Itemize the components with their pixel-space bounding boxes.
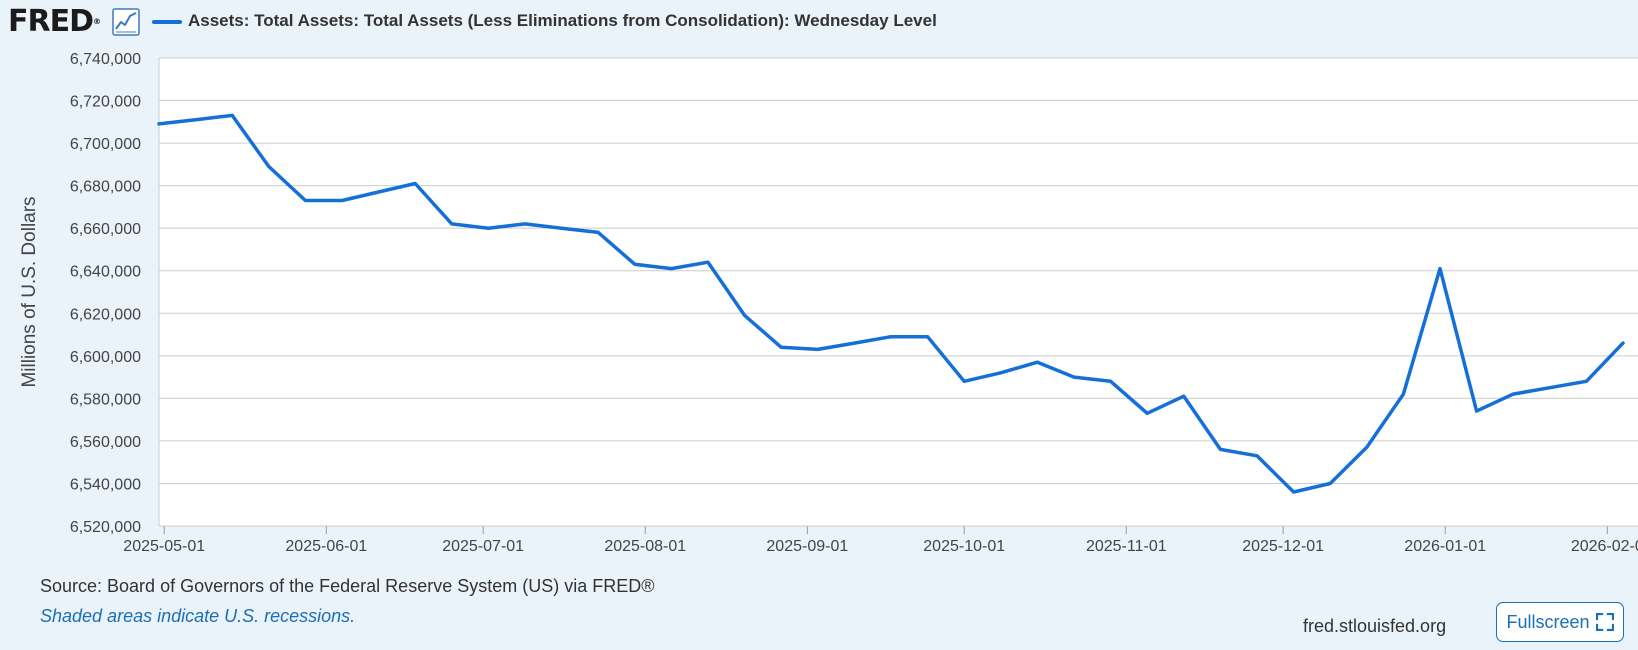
x-tick-label: 2025-09-01	[766, 538, 848, 555]
x-tick-label: 2025-05-01	[123, 538, 205, 555]
data-point: 2025-08-20: 6619000	[743, 313, 747, 317]
series-line[interactable]	[157, 113, 1625, 494]
data-point: 2025-07-23: 6658000	[596, 230, 600, 234]
x-tick-label: 2025-10-01	[923, 538, 1005, 555]
data-point: 2025-10-08: 6592000	[999, 371, 1003, 375]
data-point: 2026-01-14: 6582000	[1511, 392, 1515, 396]
data-point: 2025-12-17: 6557000	[1365, 445, 1369, 449]
data-point: 2025-04-30: 6709000	[157, 122, 161, 126]
data-point: 2026-01-07: 6574000	[1475, 409, 1479, 413]
y-tick-label: 6,600,000	[70, 349, 141, 366]
source-line: Source: Board of Governors of the Federa…	[40, 576, 655, 596]
data-point: 2026-02-04: 6606000	[1621, 341, 1625, 345]
fred-logo[interactable]: FRED®	[8, 4, 101, 40]
x-tick-label: 2025-07-01	[442, 538, 524, 555]
data-point: 2025-06-04: 6673000	[340, 199, 344, 203]
data-point: 2025-08-13: 6644000	[706, 260, 710, 264]
data-point: 2025-06-18: 6681000	[413, 182, 417, 186]
y-axis-title: Millions of U.S. Dollars	[19, 196, 40, 387]
data-point: 2025-05-28: 6673000	[303, 199, 307, 203]
x-axis: 2025-05-01 2025-06-01 2025-07-01 2025-08-01…	[123, 526, 1638, 555]
fullscreen-button[interactable]: Fullscreen	[1496, 602, 1624, 642]
line-graph-icon[interactable]	[112, 8, 140, 36]
y-tick-label: 6,560,000	[70, 434, 141, 451]
data-point: 2025-11-12: 6581000	[1182, 394, 1186, 398]
data-point: 2025-08-27: 6604000	[779, 345, 783, 349]
y-axis: 6,520,000 6,540,000 6,560,000 6,580,000 6,60…	[70, 51, 141, 536]
y-tick-label: 6,620,000	[70, 306, 141, 323]
data-point: 2025-07-02: 6660000	[486, 226, 490, 230]
series-title: Assets: Total Assets: Total Assets (Less…	[188, 11, 937, 30]
plot-area	[159, 58, 1638, 526]
data-point: 2025-08-06: 6641000	[669, 267, 673, 271]
data-point: 2025-06-25: 6662000	[450, 222, 454, 226]
x-tick-label: 2025-11-01	[1086, 538, 1167, 555]
data-point: 2025-05-14: 6713000	[230, 113, 234, 117]
recession-note: Shaded areas indicate U.S. recessions.	[40, 606, 356, 626]
expand-icon	[1595, 613, 1614, 631]
data-point: 2025-07-30: 6643000	[633, 262, 637, 266]
data-point: 2025-12-31: 6641000	[1438, 267, 1442, 271]
y-tick-label: 6,640,000	[70, 264, 141, 281]
y-tick-label: 6,660,000	[70, 221, 141, 238]
y-tick-label: 6,720,000	[70, 94, 141, 111]
data-point: 2025-10-22: 6590000	[1072, 375, 1076, 379]
data-point: 2025-11-26: 6553000	[1255, 454, 1259, 458]
x-tick-label: 2026-01-01	[1404, 538, 1486, 555]
x-tick-label: 2025-12-01	[1242, 538, 1324, 555]
data-point: 2025-11-19: 6556000	[1218, 447, 1222, 451]
data-point: 2025-12-03: 6536000	[1292, 490, 1296, 494]
data-point: 2025-05-21: 6689000	[267, 164, 271, 168]
legend-swatch	[152, 20, 182, 24]
y-tick-label: 6,740,000	[70, 51, 141, 68]
data-point: 2025-10-15: 6597000	[1035, 360, 1039, 364]
y-tick-label: 6,580,000	[70, 391, 141, 408]
data-point: 2026-01-21: 6585000	[1548, 386, 1552, 390]
data-point: 2025-10-29: 6588000	[1109, 379, 1113, 383]
data-point: 2025-05-07: 6711000	[194, 118, 198, 122]
y-tick-label: 6,540,000	[70, 476, 141, 493]
data-point: 2026-01-28: 6588000	[1584, 379, 1588, 383]
y-tick-label: 6,680,000	[70, 179, 141, 196]
fred-logo-text: FRED	[8, 4, 94, 39]
data-point: 2025-09-03: 6603000	[816, 347, 820, 351]
chart-header: FRED® Assets: Total Assets: Total Assets…	[0, 0, 1638, 44]
data-point: 2025-12-24: 6582000	[1401, 392, 1405, 396]
data-point: 2025-11-05: 6573000	[1145, 411, 1149, 415]
data-point: 2025-06-11: 6677000	[377, 190, 381, 194]
data-point: 2025-07-16: 6660000	[560, 226, 564, 230]
y-tick-label: 6,520,000	[70, 519, 141, 536]
data-point: 2025-09-24: 6609000	[926, 335, 930, 339]
x-tick-label: 2026-02-0	[1571, 538, 1638, 555]
x-tick-label: 2025-08-01	[604, 538, 686, 555]
data-point: 2025-10-01: 6588000	[962, 379, 966, 383]
data-point: 2025-12-10: 6540000	[1328, 481, 1332, 485]
registered-mark: ®	[93, 17, 101, 26]
x-tick-label: 2025-06-01	[285, 538, 367, 555]
y-tick-label: 6,700,000	[70, 136, 141, 153]
fullscreen-label: Fullscreen	[1506, 611, 1590, 632]
data-point: 2025-09-10: 6606000	[852, 341, 856, 345]
site-link[interactable]: fred.stlouisfed.org	[1303, 616, 1447, 636]
data-point: 2025-07-09: 6662000	[523, 222, 527, 226]
data-point: 2025-09-17: 6609000	[889, 335, 893, 339]
